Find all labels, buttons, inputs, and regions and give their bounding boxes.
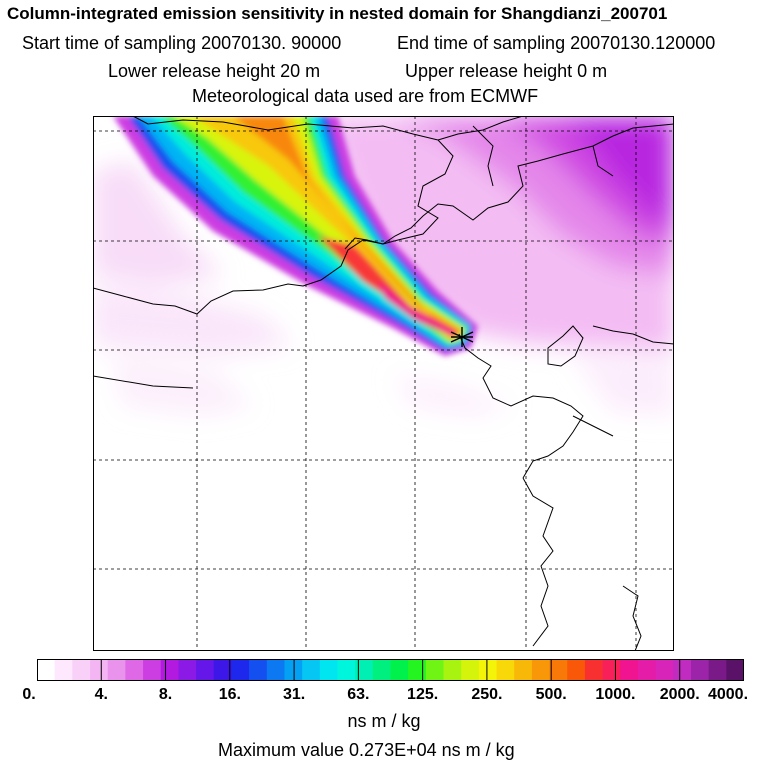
start-time-label: Start time of sampling 20070130. 90000 xyxy=(22,33,342,53)
color-bar-segment xyxy=(160,659,180,681)
color-bar-segment xyxy=(690,659,710,681)
color-bar-segment xyxy=(514,659,533,681)
color-bar-segment xyxy=(284,659,303,681)
map-frame xyxy=(93,116,674,651)
color-bar xyxy=(37,659,744,681)
color-bar-tick-label: 500. xyxy=(535,686,567,703)
color-bar-segment xyxy=(655,659,674,681)
color-bar-segment xyxy=(602,659,621,681)
color-bar-segment xyxy=(425,659,445,681)
color-bar-segment xyxy=(549,659,568,681)
color-bar-tick-label: 31. xyxy=(282,686,306,703)
color-bar-segment xyxy=(196,659,215,681)
end-time-label: End time of sampling 20070130.120000 xyxy=(397,33,716,53)
color-bar-segment xyxy=(125,659,144,681)
color-bar-segment xyxy=(584,659,604,681)
color-bar-segment xyxy=(637,659,657,681)
color-bar-segment xyxy=(461,659,480,681)
color-bar-segment xyxy=(90,659,109,681)
color-bar-segment xyxy=(213,659,233,681)
color-bar-segment xyxy=(302,659,321,681)
color-bar-tick-label: 8. xyxy=(158,686,173,703)
color-bar-segment xyxy=(496,659,515,681)
color-bar-segment xyxy=(72,659,91,681)
sensitivity-map xyxy=(93,116,674,651)
unit-label: ns m / kg xyxy=(347,711,421,731)
color-bar-tick-label: 0. xyxy=(22,686,36,703)
color-bar-segment xyxy=(249,659,268,681)
color-bar-segment xyxy=(408,659,427,681)
color-bar-segment xyxy=(531,659,551,681)
met-data-label: Meteorological data used are from ECMWF xyxy=(192,86,539,106)
color-bar-segment xyxy=(107,659,126,681)
max-value-label: Maximum value 0.273E+04 ns m / kg xyxy=(218,740,515,760)
color-bar-segment xyxy=(355,659,374,681)
color-bar-segment xyxy=(143,659,162,681)
color-bar-tick-label: 2000. xyxy=(659,686,700,703)
color-bar-segment xyxy=(726,659,744,681)
upper-height-label: Upper release height 0 m xyxy=(405,61,608,81)
color-bar-segment xyxy=(390,659,409,681)
color-bar-tick-label: 16. xyxy=(218,686,241,703)
color-bar-segment xyxy=(673,659,692,681)
color-bar-segment xyxy=(54,659,73,681)
color-bar-segment xyxy=(567,659,586,681)
color-bar-segment xyxy=(620,659,639,681)
coastlines xyxy=(93,116,674,651)
color-bar-segment xyxy=(337,659,356,681)
color-bar-tick-label: 4000. xyxy=(707,686,749,703)
color-bar-frame xyxy=(37,659,744,681)
color-bar-segment xyxy=(266,659,286,681)
color-bar-tick-label: 125. xyxy=(407,686,439,703)
emission-plume xyxy=(113,116,478,356)
lower-height-label: Lower release height 20 m xyxy=(108,61,321,81)
color-bar-segment xyxy=(372,659,392,681)
color-bar-segment xyxy=(708,659,727,681)
color-bar-segment xyxy=(443,659,462,681)
color-bar-tick-label: 1000. xyxy=(595,686,636,703)
color-bar-segment xyxy=(319,659,339,681)
color-bar-tick-label: 63. xyxy=(347,686,370,703)
color-bar-tick-label: 4. xyxy=(94,686,108,703)
color-bar-segment xyxy=(478,659,498,681)
color-bar-segment xyxy=(37,659,56,681)
color-bar-tick-label: 250. xyxy=(471,686,503,703)
plot-title: Column-integrated emission sensitivity i… xyxy=(7,4,668,23)
color-bar-segment xyxy=(178,659,197,681)
color-bar-segment xyxy=(231,659,250,681)
release-site-star xyxy=(450,327,474,347)
lat-lon-grid xyxy=(93,116,674,651)
